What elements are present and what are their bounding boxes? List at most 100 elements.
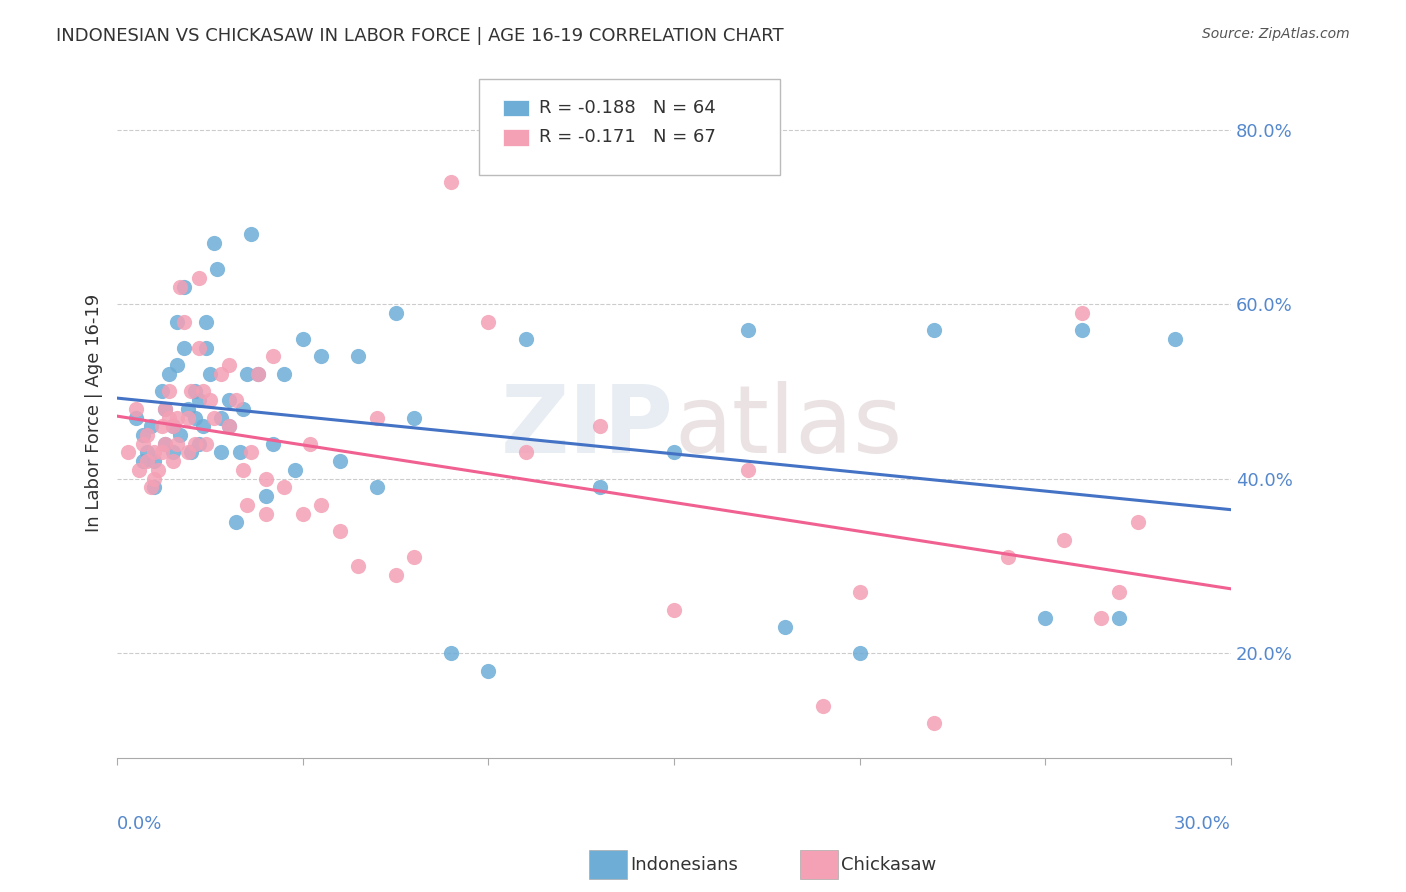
Point <box>384 567 406 582</box>
Point <box>329 454 352 468</box>
Point <box>997 550 1019 565</box>
Point <box>515 332 537 346</box>
Point <box>254 489 277 503</box>
Point <box>139 419 162 434</box>
Point <box>273 367 295 381</box>
Point <box>347 350 370 364</box>
Text: Chickasaw: Chickasaw <box>841 856 936 874</box>
Point <box>169 279 191 293</box>
Point <box>477 664 499 678</box>
Text: 0.0%: 0.0% <box>117 814 163 832</box>
Point <box>404 410 426 425</box>
Point <box>202 410 225 425</box>
Point <box>195 341 218 355</box>
Point <box>184 384 207 399</box>
Point <box>1108 611 1130 625</box>
Point <box>1033 611 1056 625</box>
Point <box>195 315 218 329</box>
Point <box>132 454 155 468</box>
Point <box>132 428 155 442</box>
Point <box>157 367 180 381</box>
Point <box>254 507 277 521</box>
Point <box>143 454 166 468</box>
Point <box>254 472 277 486</box>
Point <box>811 698 834 713</box>
Point <box>128 463 150 477</box>
Point <box>207 262 229 277</box>
Point <box>184 436 207 450</box>
Point <box>166 436 188 450</box>
Point <box>191 384 214 399</box>
Point <box>311 498 333 512</box>
Point <box>1053 533 1076 547</box>
Point <box>737 323 759 337</box>
Point <box>922 716 945 731</box>
Point <box>347 558 370 573</box>
Point <box>225 393 247 408</box>
Point <box>180 445 202 459</box>
Point <box>273 480 295 494</box>
Point <box>477 315 499 329</box>
Point <box>1164 332 1187 346</box>
Point <box>262 350 284 364</box>
Point <box>1071 306 1094 320</box>
Point <box>117 445 139 459</box>
FancyBboxPatch shape <box>479 78 780 176</box>
Point <box>384 306 406 320</box>
Point <box>184 410 207 425</box>
Point <box>232 401 254 416</box>
Point <box>209 367 232 381</box>
Point <box>162 454 184 468</box>
Point <box>262 436 284 450</box>
Point <box>218 358 240 372</box>
FancyBboxPatch shape <box>502 100 529 116</box>
Point <box>228 445 250 459</box>
Point <box>232 463 254 477</box>
Point <box>132 436 155 450</box>
Point <box>291 507 314 521</box>
Text: atlas: atlas <box>673 381 903 473</box>
Point <box>155 436 177 450</box>
Point <box>173 315 195 329</box>
Point <box>1126 516 1149 530</box>
Text: 30.0%: 30.0% <box>1174 814 1230 832</box>
Point <box>187 271 209 285</box>
Point <box>247 367 270 381</box>
Point <box>125 401 148 416</box>
Point <box>1071 323 1094 337</box>
Point <box>236 367 259 381</box>
Point <box>173 341 195 355</box>
Point <box>162 445 184 459</box>
Point <box>284 463 307 477</box>
Text: ZIP: ZIP <box>501 381 673 473</box>
Point <box>209 445 232 459</box>
Point <box>143 480 166 494</box>
Point <box>589 480 612 494</box>
Point <box>848 646 870 660</box>
Point <box>440 646 463 660</box>
Point <box>311 350 333 364</box>
Point <box>139 480 162 494</box>
Point <box>198 393 221 408</box>
Point <box>157 384 180 399</box>
Point <box>515 445 537 459</box>
Point <box>187 436 209 450</box>
Point <box>662 445 685 459</box>
Point <box>150 419 173 434</box>
Point <box>155 436 177 450</box>
Point <box>162 419 184 434</box>
Point <box>187 393 209 408</box>
Point <box>1108 585 1130 599</box>
Point <box>218 393 240 408</box>
Point <box>202 235 225 250</box>
Point <box>155 401 177 416</box>
Point <box>166 410 188 425</box>
Point <box>209 410 232 425</box>
Point <box>135 428 157 442</box>
Point <box>162 419 184 434</box>
Point <box>187 341 209 355</box>
Text: R = -0.171   N = 67: R = -0.171 N = 67 <box>540 128 716 146</box>
Point <box>169 428 191 442</box>
Point <box>180 384 202 399</box>
Point <box>143 472 166 486</box>
